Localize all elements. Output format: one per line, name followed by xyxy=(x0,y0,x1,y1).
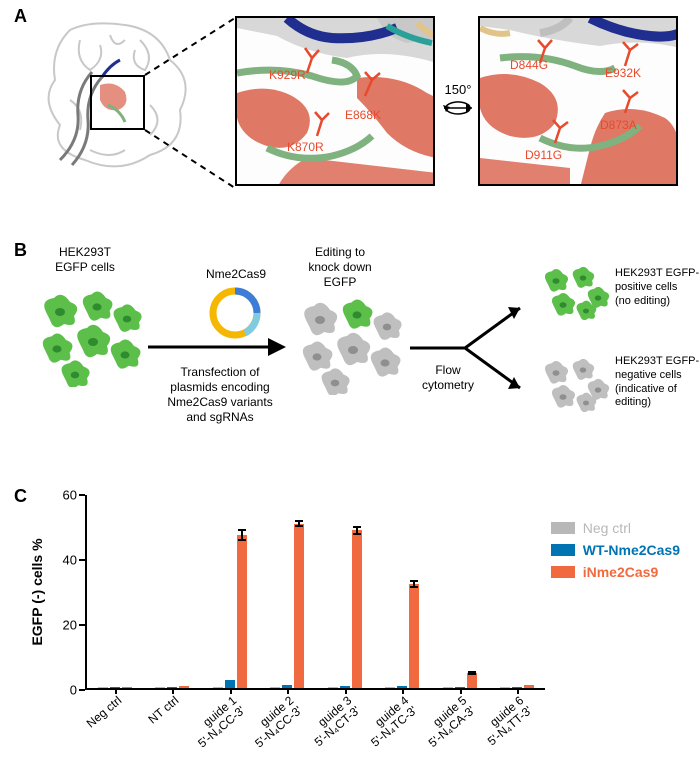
x-tick-label: guide 15'-N₄CC-3' xyxy=(187,694,247,751)
legend-swatch xyxy=(551,522,575,534)
legend-item: iNme2Cas9 xyxy=(551,564,680,580)
legend-item: WT-Nme2Cas9 xyxy=(551,542,680,558)
bar xyxy=(352,530,362,688)
residue-label: D844G xyxy=(510,58,548,72)
cells-stage3 xyxy=(295,295,405,395)
residue-label: E932K xyxy=(605,66,641,80)
panel-b: HEK293T EGFP cells Nme2Cas9 Editing to k… xyxy=(20,245,680,475)
bar xyxy=(443,687,453,688)
bar xyxy=(328,687,338,688)
zoom-panel-front: K929R E868K K870R xyxy=(235,16,435,186)
y-tick-label: 40 xyxy=(63,553,77,568)
plasmid-icon xyxy=(205,283,265,343)
residue-label: K929R xyxy=(269,68,306,82)
panel-a: K929R E868K K870R 150° xyxy=(20,10,680,230)
zoom-panel-back: D844G E932K D873A D911G xyxy=(478,16,678,186)
positive-caption: HEK293T EGFP- positive cells (no editing… xyxy=(615,267,700,308)
bar xyxy=(225,680,235,688)
y-tick-label: 20 xyxy=(63,618,77,633)
legend-item: Neg ctrl xyxy=(551,520,680,536)
cells-positive xyxy=(538,263,613,323)
cells-negative xyxy=(538,355,613,415)
x-tick-label: NT ctrl xyxy=(146,694,181,727)
bar-chart: EGFP (-) cells % 0204060 Neg ctrlNT ctrl… xyxy=(85,495,545,690)
rotation-angle-label: 150° xyxy=(440,82,476,97)
y-tick-label: 0 xyxy=(70,683,77,698)
residue-label: K870R xyxy=(287,140,324,154)
stage2-title: Nme2Cas9 xyxy=(196,267,276,282)
legend-label: Neg ctrl xyxy=(583,520,631,536)
bar xyxy=(179,686,189,688)
residue-label: D911G xyxy=(525,148,562,162)
bar xyxy=(524,685,534,688)
bar xyxy=(237,535,247,688)
bar xyxy=(385,687,395,688)
bar xyxy=(213,687,223,688)
stage1-title: HEK293T EGFP cells xyxy=(40,245,130,275)
x-tick-label: guide 25'-N₄CC-3' xyxy=(245,694,305,751)
legend-label: WT-Nme2Cas9 xyxy=(583,542,680,558)
zoom-front-svg xyxy=(237,18,435,186)
x-tick-label: Neg ctrl xyxy=(84,694,124,731)
bar xyxy=(500,687,510,688)
legend-swatch xyxy=(551,544,575,556)
legend-label: iNme2Cas9 xyxy=(583,564,659,580)
rotation-indicator: 150° xyxy=(440,82,476,122)
panel-c: EGFP (-) cells % 0 20 40 60 Neg ctrl NT ctrl… xyxy=(20,490,680,760)
negative-caption: HEK293T EGFP- negative cells (indicative… xyxy=(615,355,700,410)
y-tick-label: 60 xyxy=(63,488,77,503)
x-tick-label: guide 55'-N₄CA-3' xyxy=(418,694,478,750)
bar xyxy=(155,687,165,688)
bar xyxy=(122,687,132,688)
y-axis-label: EGFP (-) cells % xyxy=(29,538,45,645)
flow-cytometry-caption: Flow cytometry xyxy=(418,363,478,393)
zoom-rectangle xyxy=(90,75,145,130)
residue-label: E868K xyxy=(345,108,381,122)
bar xyxy=(294,524,304,688)
bar xyxy=(409,584,419,688)
residue-label: D873A xyxy=(600,118,637,132)
transfection-caption: Transfection of plasmids encoding Nme2Ca… xyxy=(150,365,290,425)
arrow-transfection xyxy=(148,335,288,365)
x-tick-label: guide 65'-N₄TT-3' xyxy=(477,694,535,749)
legend-swatch xyxy=(551,566,575,578)
stage3-title: Editing to knock down EGFP xyxy=(295,245,385,290)
bar xyxy=(98,687,108,688)
zoom-back-svg xyxy=(480,18,678,186)
x-tick-label: guide 35'-N₄CT-3' xyxy=(304,694,363,749)
chart-legend: Neg ctrl WT-Nme2Cas9 iNme2Cas9 xyxy=(551,520,680,586)
x-tick-label: guide 45'-N₄TC-3' xyxy=(361,694,420,750)
cells-stage1 xyxy=(35,287,145,387)
bar xyxy=(467,673,477,688)
bar xyxy=(270,687,280,688)
